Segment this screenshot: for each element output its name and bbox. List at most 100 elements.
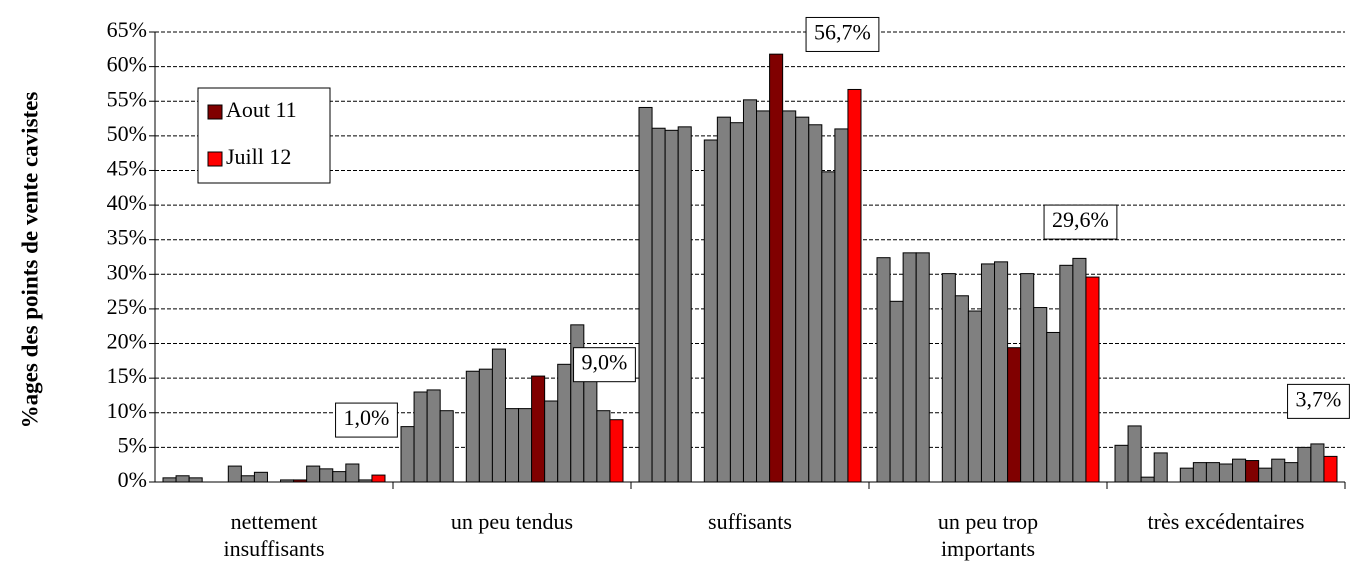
bar bbox=[941, 273, 956, 483]
bar bbox=[583, 368, 598, 483]
x-tick-label: un peu trop importants bbox=[937, 509, 1039, 561]
bar bbox=[162, 477, 177, 483]
bar bbox=[1033, 307, 1048, 483]
bar bbox=[1114, 444, 1129, 483]
bar bbox=[227, 465, 242, 483]
bar bbox=[821, 171, 836, 483]
data-label-box bbox=[805, 16, 880, 52]
bar bbox=[742, 99, 758, 483]
bar bbox=[876, 257, 891, 483]
bar bbox=[638, 106, 653, 483]
data-label: 29,6% bbox=[1043, 204, 1118, 240]
data-label-text: 9,0% bbox=[582, 350, 628, 375]
bar bbox=[465, 370, 480, 483]
bar bbox=[716, 116, 731, 483]
data-label-text: 3,7% bbox=[1296, 386, 1342, 411]
y-tick-label: 25% bbox=[107, 294, 147, 319]
bar bbox=[504, 408, 520, 483]
bar bbox=[557, 363, 572, 483]
y-tick-label: 10% bbox=[107, 398, 147, 423]
bar bbox=[1179, 467, 1194, 483]
bar bbox=[596, 410, 611, 483]
bar bbox=[1245, 460, 1260, 483]
x-tick-label: suffisants bbox=[708, 509, 792, 534]
bar bbox=[439, 410, 454, 483]
bar bbox=[1153, 452, 1168, 483]
bar bbox=[967, 310, 982, 483]
bar bbox=[1085, 276, 1100, 483]
bar bbox=[980, 263, 996, 483]
data-label: 1,0% bbox=[335, 402, 398, 438]
bar bbox=[902, 252, 917, 483]
bar bbox=[1007, 347, 1022, 483]
y-tick-label: 35% bbox=[107, 225, 147, 250]
bar bbox=[1232, 458, 1247, 483]
bar bbox=[1297, 446, 1312, 483]
bar bbox=[426, 389, 441, 483]
y-tick-label: 15% bbox=[107, 363, 147, 388]
bar bbox=[1059, 264, 1074, 483]
data-label: 56,7% bbox=[805, 16, 880, 52]
bar bbox=[531, 375, 546, 483]
data-label: 3,7% bbox=[1287, 383, 1350, 419]
bar bbox=[306, 465, 321, 483]
bar bbox=[808, 124, 823, 483]
bar bbox=[1020, 273, 1035, 483]
bar bbox=[544, 400, 559, 483]
data-label-text: 1,0% bbox=[344, 405, 390, 430]
bar bbox=[1258, 467, 1273, 483]
bar bbox=[1310, 443, 1325, 483]
bar bbox=[1140, 476, 1155, 483]
legend-swatch bbox=[207, 104, 223, 120]
data-label-text: 56,7% bbox=[814, 20, 871, 45]
x-tick-label: très excédentaires bbox=[1147, 509, 1305, 534]
bar bbox=[319, 468, 334, 483]
data-label-box bbox=[1287, 383, 1350, 419]
bar bbox=[253, 471, 268, 483]
data-label-box bbox=[573, 347, 636, 383]
bar bbox=[358, 479, 373, 483]
bar bbox=[847, 88, 862, 483]
bar bbox=[371, 474, 386, 483]
bar bbox=[756, 110, 771, 483]
bar bbox=[795, 116, 810, 483]
bar bbox=[954, 295, 969, 483]
data-label-box bbox=[335, 402, 398, 438]
bar bbox=[345, 463, 360, 483]
y-tick-label: 55% bbox=[107, 86, 147, 111]
data-label-box bbox=[1043, 204, 1118, 240]
bar bbox=[782, 110, 797, 483]
bar bbox=[703, 139, 718, 483]
bar bbox=[677, 126, 692, 483]
legend-box bbox=[197, 87, 331, 184]
y-tick-label: 45% bbox=[107, 156, 147, 181]
bar bbox=[1046, 331, 1061, 483]
bar bbox=[240, 475, 255, 483]
bar bbox=[280, 479, 295, 483]
y-axis-label: %ages des points de vente cavistes bbox=[17, 92, 42, 429]
bar bbox=[664, 129, 679, 483]
bar bbox=[729, 122, 744, 483]
bar bbox=[834, 128, 849, 483]
bar bbox=[1284, 462, 1299, 483]
x-tick-label: un peu tendus bbox=[450, 509, 574, 534]
legend-label: Aout 11 bbox=[226, 97, 297, 122]
bar bbox=[994, 261, 1009, 483]
bar bbox=[332, 471, 347, 483]
bar bbox=[609, 419, 624, 483]
bar bbox=[400, 426, 415, 483]
bar bbox=[188, 477, 203, 483]
bar bbox=[1072, 257, 1087, 483]
y-tick-label: 5% bbox=[118, 432, 147, 457]
bar bbox=[1127, 425, 1142, 483]
y-tick-label: 20% bbox=[107, 329, 147, 354]
bar bbox=[651, 127, 666, 483]
x-tick-label: nettement insuffisants bbox=[223, 509, 325, 561]
bar bbox=[518, 408, 533, 483]
legend-label: Juill 12 bbox=[226, 144, 291, 169]
y-tick-label: 60% bbox=[107, 52, 147, 77]
data-label-text: 29,6% bbox=[1052, 207, 1109, 232]
bar bbox=[491, 348, 506, 483]
